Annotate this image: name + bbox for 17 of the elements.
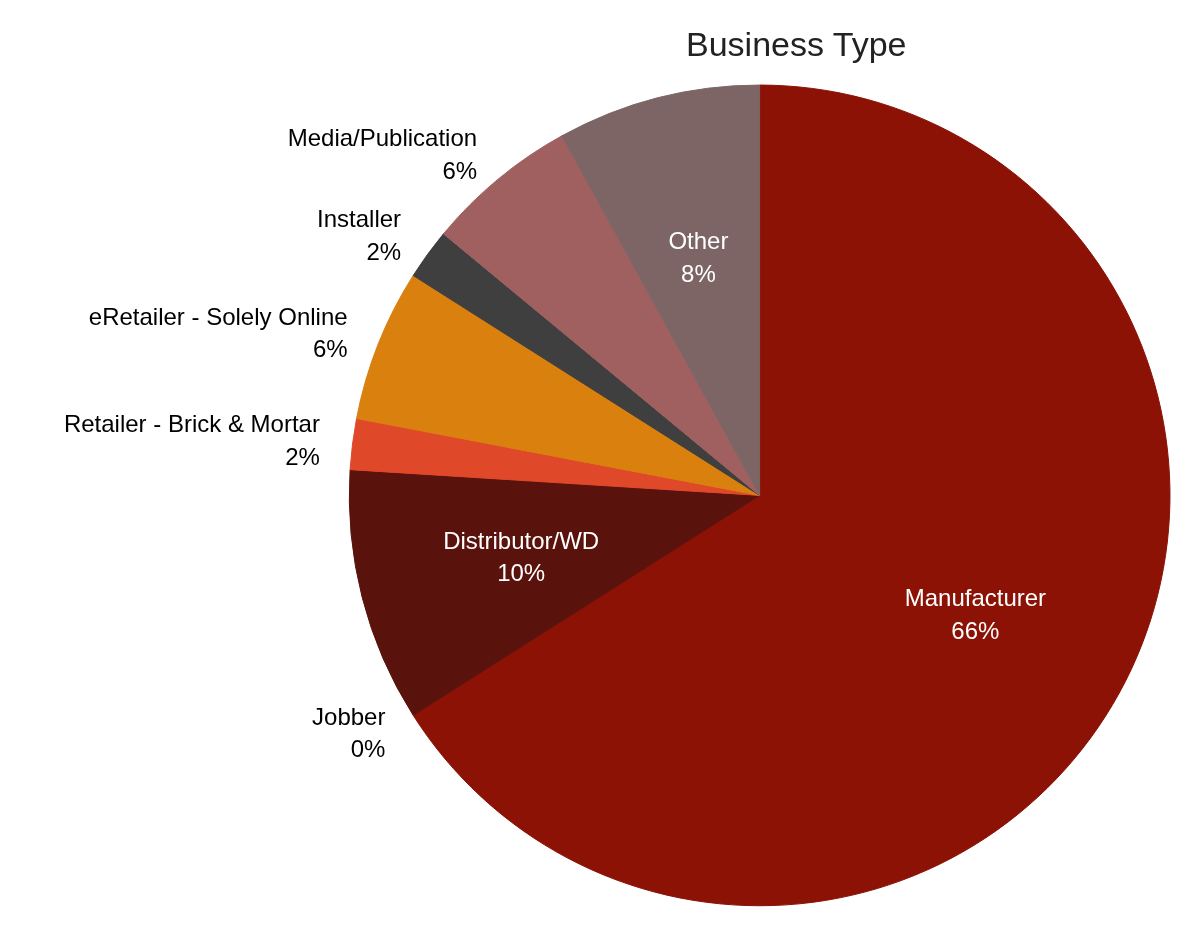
data-label: 2% — [366, 237, 402, 265]
data-label: 6% — [312, 335, 348, 363]
chart-title: Business Type — [686, 25, 907, 64]
category-label: Jobber — [312, 702, 386, 730]
slice-label: Retailer - Brick & Mortar — [63, 410, 320, 438]
data-label: 66% — [951, 616, 1000, 644]
data-label: 10% — [497, 559, 546, 587]
slice-label: Installer — [317, 205, 402, 233]
data-label: 6% — [442, 156, 478, 184]
slice-label: Media/Publication — [287, 124, 478, 152]
data-label: 2% — [285, 442, 320, 470]
slice-label: eRetailer - Solely Online — [88, 302, 348, 330]
slice-label: Distributor/WD — [443, 526, 600, 554]
data-label: 8% — [681, 259, 716, 287]
text: 0% — [350, 735, 386, 763]
slice-label: Other — [668, 227, 729, 255]
slice-label: Manufacturer — [904, 584, 1047, 612]
